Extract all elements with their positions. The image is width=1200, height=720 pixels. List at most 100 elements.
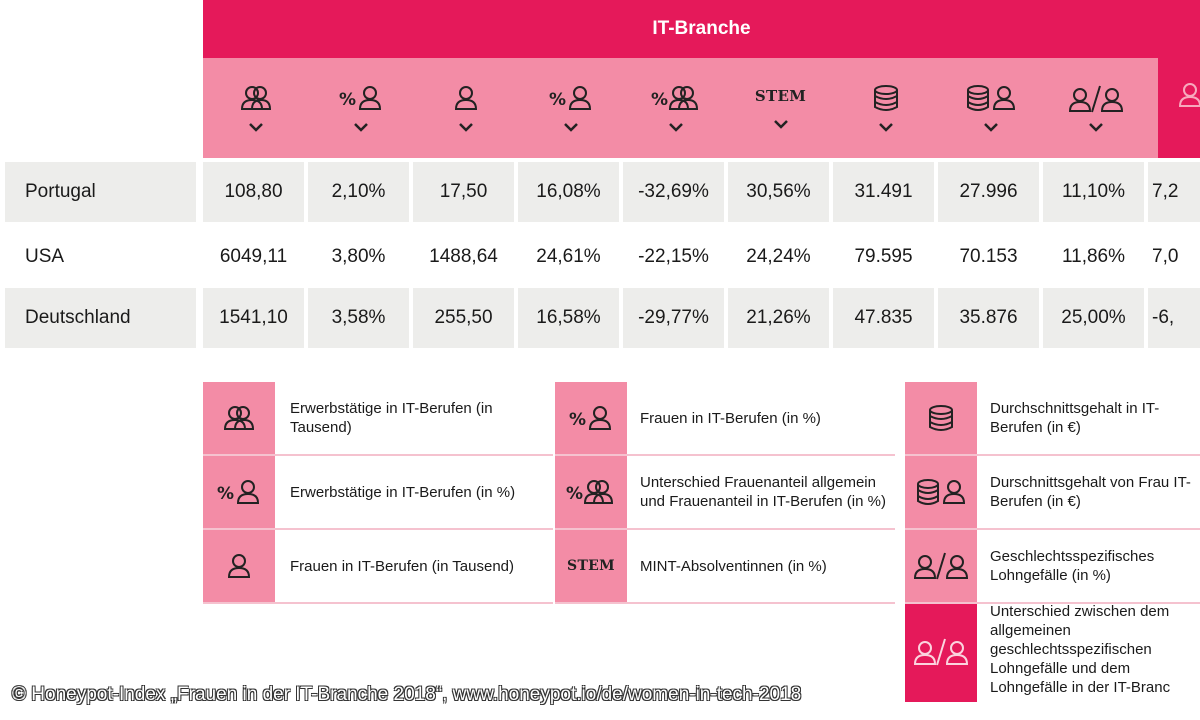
legend-text-5: Unterschied Frauenanteil allgemein und F…	[640, 474, 886, 510]
svg-text:%: %	[651, 90, 668, 110]
svg-text:%: %	[569, 410, 586, 430]
percent-woman-icon: %	[217, 480, 260, 504]
column-header-10[interactable]	[1158, 58, 1200, 158]
legend-divider	[905, 602, 1200, 604]
percent-people-group-icon: %	[566, 480, 614, 504]
legend-icon-cell-10	[905, 602, 977, 702]
svg-text:%: %	[566, 484, 583, 504]
chevron-down-icon	[353, 123, 368, 132]
table-cell: 108,80	[203, 162, 304, 222]
legend-text-2: Erwerbstätige in IT-Berufen (in %)	[290, 483, 516, 501]
column-header-2[interactable]: %	[308, 58, 413, 158]
row-label-deutschland: Deutschland	[5, 288, 196, 348]
percent-people-group-icon: %	[651, 86, 698, 110]
woman-outline-icon	[1178, 83, 1200, 107]
column-header-4[interactable]: %	[518, 58, 623, 158]
chevron-down-icon	[773, 120, 788, 129]
table-cell: -22,15%	[638, 246, 709, 267]
percent-woman-icon: %	[569, 406, 612, 430]
table-cell: 16,58%	[518, 288, 619, 348]
coins-icon	[873, 85, 898, 111]
legend-divider	[555, 454, 895, 456]
legend-divider	[905, 528, 1200, 530]
people-group-icon	[223, 406, 255, 430]
legend-divider	[555, 602, 895, 604]
column-header-7[interactable]	[833, 58, 938, 158]
column-header-8[interactable]	[938, 58, 1043, 158]
legend-icon-cell-7	[905, 382, 977, 454]
legend-divider	[203, 528, 553, 530]
table-cell: 30,56%	[728, 162, 829, 222]
chevron-down-icon	[668, 123, 683, 132]
table-cell: 79.595	[854, 246, 913, 267]
table-cell: 21,26%	[728, 288, 829, 348]
table-cell: 24,61%	[536, 246, 601, 267]
table-header-title: IT-Branche	[203, 0, 1200, 58]
column-icon-band: % % % STEM	[203, 58, 1158, 158]
table-cell: 7,2	[1148, 162, 1200, 222]
chevron-down-icon	[1088, 123, 1103, 132]
legend-icon-cell-1	[203, 382, 275, 454]
stem-icon: STEM	[567, 558, 615, 574]
chevron-down-icon	[983, 123, 998, 132]
woman-icon	[227, 554, 251, 578]
people-group-icon	[240, 86, 271, 110]
legend-divider	[555, 528, 895, 530]
table-cell: 47.835	[833, 288, 934, 348]
legend-icon-cell-3	[203, 530, 275, 602]
table-cell: 3,58%	[308, 288, 409, 348]
chevron-down-icon	[878, 123, 893, 132]
table-cell: 17,50	[413, 162, 514, 222]
legend-text-8: Durschnittsgehalt von Frau IT-Berufen (i…	[990, 474, 1191, 510]
table-cell: -6,	[1148, 288, 1200, 348]
table-cell: 1488,64	[429, 246, 498, 267]
table-cell: 24,24%	[746, 246, 811, 267]
table-cell: 7,0	[1152, 246, 1179, 267]
chevron-down-icon	[248, 123, 263, 132]
coins-woman-icon	[917, 479, 966, 505]
row-label-usa: USA	[25, 246, 65, 267]
gender-gap-icon	[1068, 85, 1123, 113]
column-header-3[interactable]	[413, 58, 518, 158]
table-cell: 31.491	[833, 162, 934, 222]
row-label-portugal: Portugal	[5, 162, 196, 222]
coins-icon	[929, 405, 953, 431]
percent-woman-icon: %	[339, 86, 381, 110]
legend-text-6: MINT-Absolventinnen (in %)	[640, 557, 827, 575]
table-cell: 1541,10	[203, 288, 304, 348]
legend-text-3: Frauen in IT-Berufen (in Tausend)	[290, 557, 515, 575]
legend-icon-cell-6: STEM	[555, 530, 627, 602]
legend-divider	[203, 454, 553, 456]
column-header-5[interactable]: %	[623, 58, 728, 158]
table-cell: -29,77%	[623, 288, 724, 348]
stem-icon: STEM	[754, 87, 807, 105]
coins-woman-icon	[966, 85, 1015, 111]
table-cell: 70.153	[959, 246, 1018, 267]
table-cell: 35.876	[938, 288, 1039, 348]
woman-icon	[454, 86, 477, 110]
table-cell: -32,69%	[623, 162, 724, 222]
legend-icon-cell-2: %	[203, 456, 275, 528]
table-cell: 255,50	[413, 288, 514, 348]
gender-gap-icon	[913, 552, 969, 580]
svg-text:%: %	[549, 90, 566, 110]
legend-icon-cell-8	[905, 456, 977, 528]
table-cell: 6049,11	[219, 246, 288, 267]
legend-divider	[905, 454, 1200, 456]
column-header-6[interactable]: STEM	[728, 58, 833, 158]
table-cell: 25,00%	[1043, 288, 1144, 348]
table-cell: 27.996	[938, 162, 1039, 222]
table-cell: 2,10%	[308, 162, 409, 222]
column-header-9[interactable]	[1043, 58, 1148, 158]
legend-icon-cell-4: %	[555, 382, 627, 454]
source-credit: © Honeypot-Index „Frauen in der IT-Branc…	[12, 684, 802, 705]
legend-divider	[203, 602, 553, 604]
legend-icon-cell-9	[905, 530, 977, 602]
percent-woman-icon: %	[549, 86, 591, 110]
svg-text:%: %	[339, 90, 356, 110]
legend-text-7: Durchschnittsgehalt in IT-Berufen (in €)	[990, 400, 1160, 436]
svg-text:%: %	[217, 484, 234, 504]
table-cell: 16,08%	[518, 162, 619, 222]
gender-gap-outline-icon	[913, 638, 969, 666]
column-header-1[interactable]	[203, 58, 308, 158]
